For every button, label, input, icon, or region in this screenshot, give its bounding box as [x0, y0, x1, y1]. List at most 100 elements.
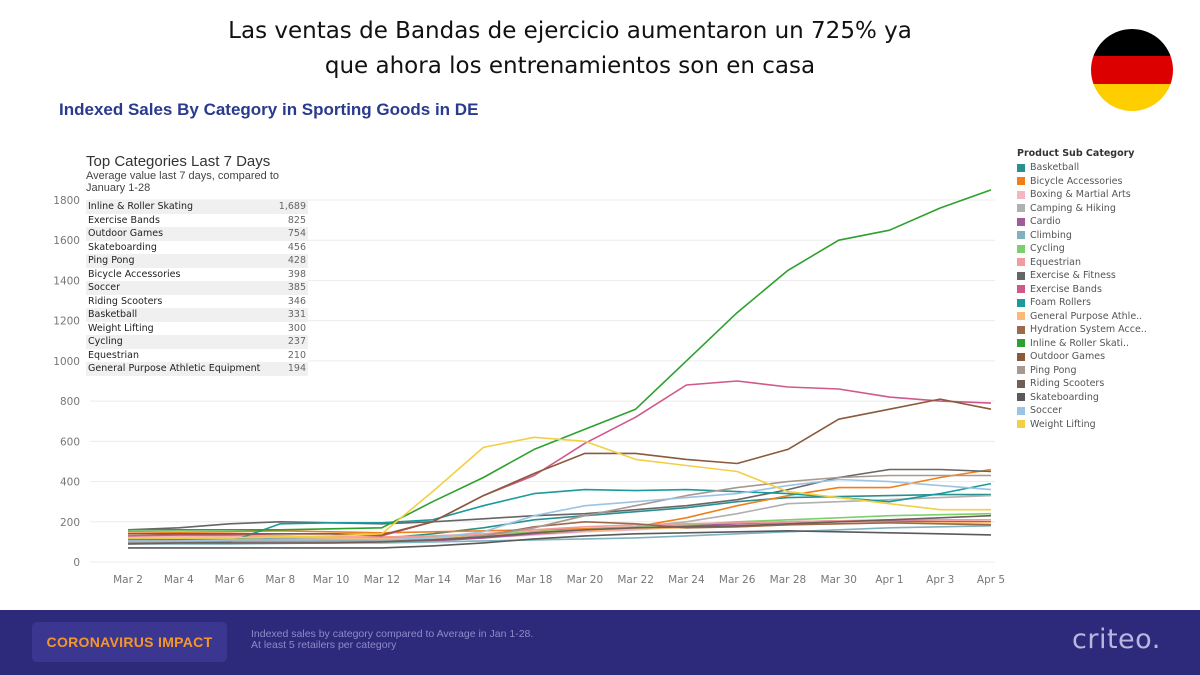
- inset-row-name: Riding Scooters: [88, 295, 163, 307]
- inset-row: Outdoor Games 754: [86, 227, 308, 241]
- inset-row-value: 194: [287, 363, 306, 375]
- legend-swatch: [1017, 204, 1025, 213]
- legend-item: Boxing & Martial Arts: [1017, 188, 1197, 202]
- footer-note-line-2: At least 5 retailers per category: [251, 639, 397, 651]
- legend-label: Climbing: [1030, 229, 1072, 241]
- legend-swatch: [1017, 244, 1025, 253]
- series-line: [128, 518, 991, 538]
- inset-row-name: Equestrian: [88, 349, 139, 361]
- inset-row-name: Ping Pong: [88, 255, 135, 267]
- legend-label: Soccer: [1030, 405, 1063, 417]
- legend: Product Sub Category Basketball Bicycle A…: [1017, 148, 1197, 431]
- x-tick-label: Mar 20: [567, 574, 604, 586]
- series-line: [128, 474, 991, 543]
- legend-label: Basketball: [1030, 162, 1080, 174]
- inset-title: Top Categories Last 7 Days: [86, 153, 271, 170]
- inset-row: Exercise Bands 825: [86, 213, 308, 227]
- legend-label: Exercise & Fitness: [1030, 270, 1116, 282]
- legend-item: Riding Scooters: [1017, 377, 1197, 391]
- x-tick-label: Mar 30: [820, 574, 857, 586]
- inset-row-value: 300: [287, 322, 306, 334]
- legend-item: Skateboarding: [1017, 391, 1197, 405]
- legend-item: Cycling: [1017, 242, 1197, 256]
- legend-item: Weight Lifting: [1017, 418, 1197, 432]
- y-tick-label: 1200: [53, 316, 80, 328]
- legend-swatch: [1017, 298, 1025, 307]
- x-tick-label: Mar 4: [164, 574, 194, 586]
- legend-label: Bicycle Accessories: [1030, 175, 1123, 187]
- legend-item: Cardio: [1017, 215, 1197, 229]
- legend-label: Equestrian: [1030, 256, 1081, 268]
- legend-label: Camping & Hiking: [1030, 202, 1116, 214]
- legend-swatch: [1017, 190, 1025, 199]
- legend-swatch: [1017, 420, 1025, 429]
- legend-item: Equestrian: [1017, 256, 1197, 270]
- legend-item: Climbing: [1017, 229, 1197, 243]
- inset-row-value: 428: [287, 255, 306, 267]
- inset-row-value: 456: [287, 241, 306, 253]
- legend-swatch: [1017, 177, 1025, 186]
- inset-row-value: 754: [287, 228, 306, 240]
- legend-item: General Purpose Athle..: [1017, 310, 1197, 324]
- inset-row-value: 825: [287, 214, 306, 226]
- y-tick-label: 800: [60, 396, 80, 408]
- inset-subtitle: Average value last 7 days, compared to J…: [86, 170, 280, 194]
- y-tick-label: 200: [60, 517, 80, 529]
- inset-row: Cycling 237: [86, 335, 308, 349]
- legend-label: Riding Scooters: [1030, 378, 1105, 390]
- inset-row: Soccer 385: [86, 281, 308, 295]
- series-line: [128, 398, 992, 536]
- inset-row: General Purpose Athletic Equipment 194: [86, 362, 308, 376]
- x-tick-label: Apr 1: [875, 574, 903, 586]
- legend-label: Weight Lifting: [1030, 418, 1096, 430]
- legend-label: Outdoor Games: [1030, 351, 1106, 363]
- x-tick-label: Mar 16: [465, 574, 502, 586]
- legend-swatch: [1017, 285, 1025, 294]
- inset-row-value: 237: [287, 336, 306, 348]
- x-tick-label: Mar 10: [313, 574, 350, 586]
- footer: CORONAVIRUS IMPACT Indexed sales by cate…: [0, 610, 1200, 675]
- legend-label: Cycling: [1030, 243, 1065, 255]
- legend-label: Exercise Bands: [1030, 283, 1102, 295]
- inset-row-value: 331: [287, 309, 306, 321]
- x-tick-label: Mar 8: [265, 574, 295, 586]
- headline-line-1: Las ventas de Bandas de ejercicio aument…: [228, 18, 912, 44]
- inset-row-name: Bicycle Accessories: [88, 268, 181, 280]
- chart-title: Indexed Sales By Category in Sporting Go…: [59, 100, 479, 119]
- legend-label: Boxing & Martial Arts: [1030, 189, 1131, 201]
- x-tick-label: Mar 14: [414, 574, 451, 586]
- legend-item: Inline & Roller Skati..: [1017, 337, 1197, 351]
- legend-item: Bicycle Accessories: [1017, 175, 1197, 189]
- legend-label: Foam Rollers: [1030, 297, 1091, 309]
- legend-swatch: [1017, 163, 1025, 172]
- series-line: [127, 514, 992, 545]
- y-tick-label: 0: [73, 557, 80, 569]
- legend-item: Ping Pong: [1017, 364, 1197, 378]
- y-tick-label: 400: [60, 477, 80, 489]
- headline-line-2: que ahora los entrenamientos son en casa: [324, 53, 816, 79]
- legend-swatch: [1017, 258, 1025, 267]
- footer-note-line-1: Indexed sales by category compared to Av…: [251, 628, 534, 640]
- legend-swatch: [1017, 406, 1025, 415]
- inset-row: Skateboarding 456: [86, 240, 308, 254]
- inset-row-name: Exercise Bands: [88, 214, 160, 226]
- y-tick-label: 600: [60, 436, 80, 448]
- legend-item: Outdoor Games: [1017, 350, 1197, 364]
- inset-row-name: Basketball: [88, 309, 138, 321]
- series-line: [127, 468, 992, 531]
- top-categories-inset: Top Categories Last 7 Days Average value…: [86, 153, 308, 376]
- legend-swatch: [1017, 339, 1025, 348]
- series-line: [127, 380, 992, 537]
- inset-row-value: 1,689: [278, 201, 306, 213]
- series-line: [127, 468, 992, 534]
- legend-label: General Purpose Athle..: [1030, 310, 1143, 322]
- legend-swatch: [1017, 325, 1025, 334]
- inset-row: Ping Pong 428: [86, 254, 308, 268]
- legend-item: Soccer: [1017, 404, 1197, 418]
- legend-item: Hydration System Acce..: [1017, 323, 1197, 337]
- legend-label: Inline & Roller Skati..: [1030, 337, 1130, 349]
- x-tick-label: Mar 2: [113, 574, 143, 586]
- legend-swatch: [1017, 393, 1025, 402]
- inset-row-name: Skateboarding: [88, 241, 157, 253]
- inset-table: Inline & Roller Skating 1,689 Exercise Ban…: [86, 200, 308, 376]
